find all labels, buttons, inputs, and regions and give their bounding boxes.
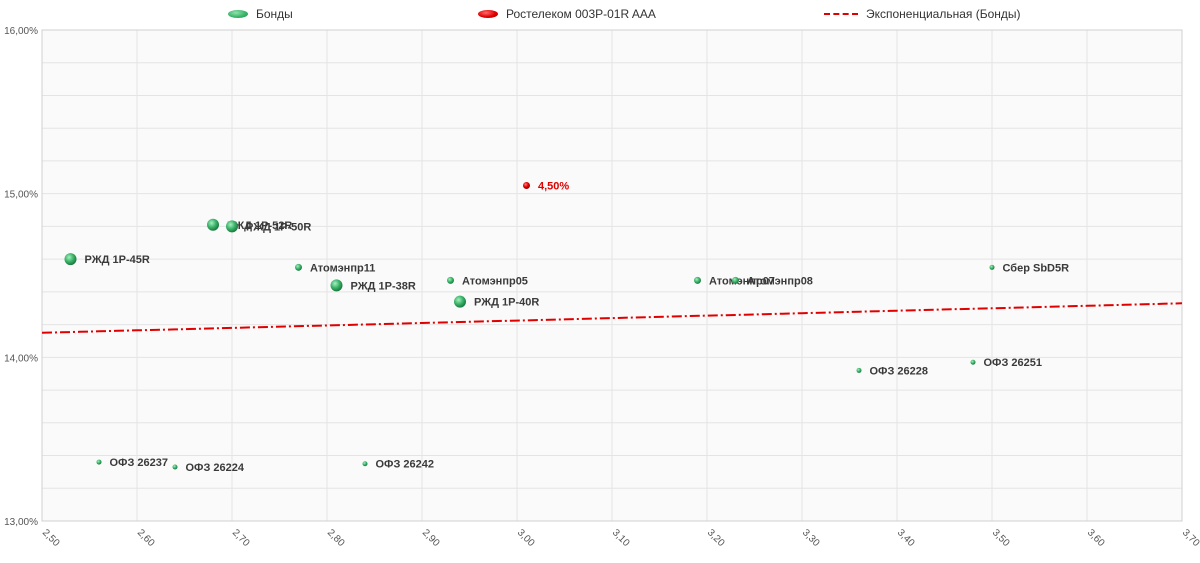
x-tick-label: 3,40	[895, 527, 917, 549]
bond-label: Атомэнпр08	[747, 275, 813, 287]
bond-point	[989, 264, 995, 270]
legend-item-bonds[interactable]: Бонды	[228, 7, 293, 21]
bond-point	[172, 464, 178, 470]
bond-label: Атомэнпр11	[310, 262, 375, 274]
bond-label: ОФЗ 26224	[186, 462, 245, 474]
trendline-marker-icon	[824, 13, 858, 15]
x-tick-label: 3,30	[800, 527, 822, 549]
plot-border	[41, 29, 1183, 522]
bond-point	[295, 263, 302, 271]
bond-point	[207, 218, 219, 231]
bond-label: РЖД 1Р-40R	[474, 297, 539, 309]
y-tick-label: 16,00%	[4, 26, 38, 37]
y-tick-label: 15,00%	[4, 190, 38, 201]
bond-point	[96, 459, 102, 465]
bond-label: Атомэнпр07	[709, 275, 775, 287]
chart-legend: Бонды Ростелеком 003P-01R AAA Экспоненци…	[0, 0, 1200, 28]
bond-point	[362, 461, 368, 467]
y-tick-label: 13,00%	[4, 517, 38, 528]
legend-item-rostelecom[interactable]: Ростелеком 003P-01R AAA	[478, 7, 656, 21]
x-tick-label: 2,70	[230, 527, 252, 549]
bond-point	[447, 276, 454, 284]
bond-label: РЖД 1Р-50R	[246, 221, 311, 233]
x-tick-label: 2,80	[325, 527, 347, 549]
bond-point	[732, 276, 739, 284]
bond-label: ОФЗ 26242	[376, 459, 434, 471]
bond-point	[694, 276, 701, 284]
y-tick-label: 14,00%	[4, 353, 38, 364]
bond-point	[226, 220, 238, 233]
rostelecom-marker-icon	[478, 10, 498, 18]
bond-label: РЖД 1Р-45R	[85, 254, 150, 266]
x-tick-label: 2,90	[420, 527, 442, 549]
x-tick-label: 3,10	[610, 527, 632, 549]
trendline	[41, 302, 1183, 334]
bond-point	[856, 367, 862, 373]
x-tick-label: 2,50	[40, 527, 62, 549]
x-tick-label: 3,60	[1085, 527, 1107, 549]
x-tick-label: 3,00	[515, 527, 537, 549]
bonds-marker-icon	[228, 10, 248, 18]
rostelecom-label: 4,50%	[538, 180, 569, 192]
x-tick-label: 3,70	[1180, 527, 1200, 549]
bond-point	[454, 295, 466, 308]
bond-label: ОФЗ 26251	[984, 357, 1042, 369]
legend-trendline-label: Экспоненциальная (Бонды)	[866, 7, 1021, 21]
legend-bonds-label: Бонды	[256, 7, 293, 21]
legend-item-trendline[interactable]: Экспоненциальная (Бонды)	[824, 7, 1021, 21]
rostelecom-point	[523, 181, 530, 189]
bond-point	[970, 359, 976, 365]
bond-label: Атомэнпр05	[462, 275, 528, 287]
legend-rostelecom-label: Ростелеком 003P-01R AAA	[506, 7, 656, 21]
bond-label: РЖД 1Р-52R	[227, 220, 292, 232]
bond-label: ОФЗ 26237	[110, 457, 168, 469]
x-tick-label: 3,20	[705, 527, 727, 549]
bond-point	[64, 253, 77, 266]
bond-label: ОФЗ 26228	[870, 365, 928, 377]
x-tick-label: 2,60	[135, 527, 157, 549]
bond-point	[330, 279, 343, 292]
bond-label: РЖД 1Р-38R	[351, 280, 416, 292]
bond-label: Сбер SbD5R	[1003, 262, 1070, 274]
x-tick-label: 3,50	[990, 527, 1012, 549]
